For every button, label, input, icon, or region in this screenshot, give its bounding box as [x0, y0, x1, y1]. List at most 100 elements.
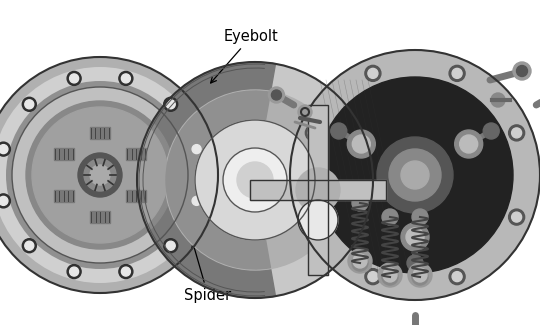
Circle shape — [122, 267, 130, 276]
Circle shape — [0, 142, 10, 156]
Circle shape — [272, 90, 281, 100]
Circle shape — [0, 67, 208, 283]
Circle shape — [401, 223, 429, 251]
Circle shape — [25, 241, 34, 250]
Circle shape — [192, 145, 201, 154]
Circle shape — [166, 100, 175, 109]
Circle shape — [0, 194, 10, 208]
Circle shape — [0, 196, 8, 205]
Circle shape — [353, 254, 367, 268]
Circle shape — [455, 130, 483, 158]
Circle shape — [509, 209, 525, 225]
Bar — [126, 148, 146, 160]
Circle shape — [365, 269, 381, 285]
Bar — [250, 180, 386, 200]
Bar — [308, 105, 328, 275]
Circle shape — [368, 272, 378, 282]
Circle shape — [164, 239, 178, 253]
Circle shape — [460, 135, 478, 153]
Circle shape — [190, 194, 204, 208]
Text: Eyebolt: Eyebolt — [211, 29, 279, 83]
Circle shape — [511, 212, 522, 222]
Circle shape — [165, 90, 345, 270]
Circle shape — [26, 101, 174, 249]
Circle shape — [12, 87, 188, 263]
Bar — [250, 180, 386, 200]
Circle shape — [406, 228, 424, 246]
Circle shape — [164, 97, 178, 111]
Circle shape — [449, 65, 465, 81]
Circle shape — [352, 195, 368, 211]
Circle shape — [195, 120, 315, 240]
Circle shape — [401, 161, 429, 189]
Circle shape — [449, 269, 465, 285]
Circle shape — [67, 72, 81, 85]
Circle shape — [509, 125, 525, 141]
Bar — [53, 190, 73, 202]
Circle shape — [452, 272, 462, 282]
Circle shape — [317, 77, 513, 273]
Circle shape — [352, 135, 370, 153]
Text: Spacer: Spacer — [444, 166, 507, 198]
Circle shape — [70, 74, 79, 83]
Bar — [53, 148, 73, 160]
Circle shape — [192, 196, 201, 205]
Circle shape — [483, 123, 499, 139]
Circle shape — [331, 123, 347, 139]
Circle shape — [298, 200, 338, 240]
Wedge shape — [166, 91, 271, 269]
Circle shape — [389, 149, 441, 201]
Circle shape — [78, 153, 122, 197]
Circle shape — [308, 212, 319, 222]
Circle shape — [119, 72, 133, 85]
Circle shape — [0, 57, 218, 293]
Circle shape — [407, 255, 423, 271]
Circle shape — [413, 268, 427, 282]
Bar — [308, 105, 328, 275]
Bar — [90, 127, 110, 139]
Circle shape — [306, 209, 321, 225]
Circle shape — [306, 125, 321, 141]
Circle shape — [378, 263, 402, 287]
Circle shape — [412, 269, 428, 285]
Circle shape — [237, 162, 273, 198]
Circle shape — [308, 128, 319, 138]
Circle shape — [298, 105, 312, 119]
Circle shape — [452, 68, 462, 78]
Circle shape — [25, 100, 34, 109]
Bar — [126, 190, 146, 202]
Circle shape — [347, 130, 375, 158]
Circle shape — [6, 81, 194, 269]
Circle shape — [383, 268, 397, 282]
Circle shape — [412, 209, 428, 225]
Circle shape — [348, 249, 372, 273]
Circle shape — [511, 128, 522, 138]
Circle shape — [137, 62, 373, 298]
Circle shape — [516, 66, 528, 76]
Circle shape — [90, 165, 110, 185]
Text: Spring
Cup: Spring Cup — [400, 200, 471, 262]
Circle shape — [119, 265, 133, 279]
Circle shape — [290, 50, 540, 300]
Wedge shape — [138, 63, 275, 297]
Circle shape — [32, 107, 168, 243]
Circle shape — [84, 159, 116, 191]
Circle shape — [382, 209, 398, 225]
Circle shape — [223, 148, 287, 212]
Circle shape — [190, 142, 204, 156]
Circle shape — [352, 255, 368, 271]
Circle shape — [382, 269, 398, 285]
Text: Spider: Spider — [184, 243, 232, 303]
Circle shape — [377, 137, 453, 213]
Circle shape — [513, 62, 531, 80]
Circle shape — [67, 265, 81, 279]
Circle shape — [22, 239, 36, 253]
Circle shape — [70, 267, 79, 276]
Bar — [90, 211, 110, 223]
Circle shape — [0, 145, 8, 154]
Circle shape — [365, 65, 381, 81]
Circle shape — [296, 168, 340, 212]
Circle shape — [408, 263, 432, 287]
Circle shape — [368, 68, 378, 78]
Circle shape — [166, 241, 175, 250]
